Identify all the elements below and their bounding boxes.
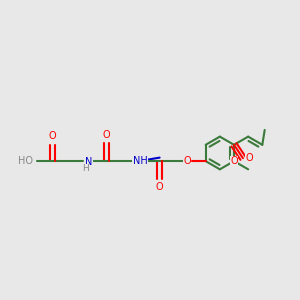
Text: HO: HO — [18, 156, 33, 166]
Text: O: O — [230, 156, 238, 166]
Text: O: O — [103, 130, 110, 140]
Text: O: O — [183, 156, 191, 166]
Text: O: O — [49, 131, 56, 141]
Text: H: H — [82, 164, 89, 173]
Text: O: O — [156, 182, 164, 192]
Text: O: O — [246, 153, 253, 163]
Text: NH: NH — [133, 156, 147, 166]
Text: N: N — [85, 157, 93, 167]
